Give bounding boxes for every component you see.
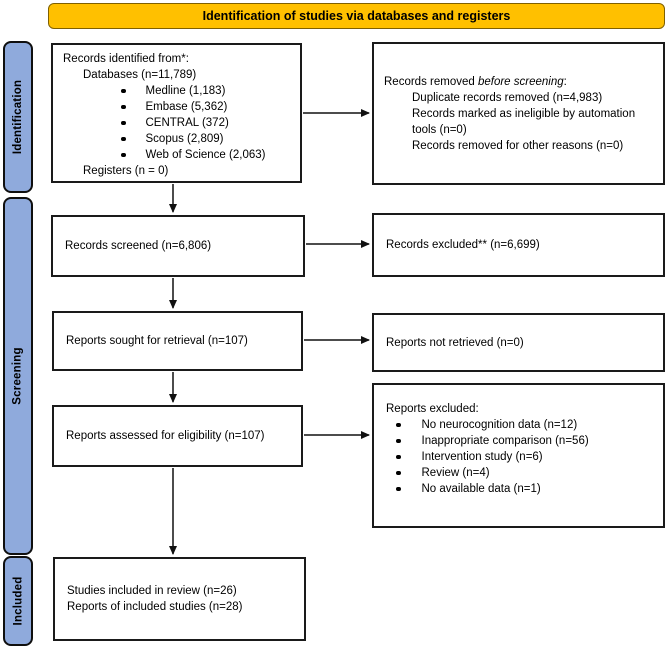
removed-heading-suffix: : (563, 75, 567, 88)
list-item: No neurocognition data (n=12) (386, 417, 657, 433)
excluded-no-neurocognition: No neurocognition data (n=12) (421, 419, 578, 431)
database-embase: Embase (5,362) (145, 101, 228, 113)
reports-assessed-label: Reports assessed for eligibility (n=107) (66, 430, 265, 442)
stage-label-included: Included (3, 556, 33, 646)
stage-label-screening: Screening (3, 197, 33, 555)
banner-label: Identification of studies via databases … (202, 9, 511, 23)
records-screened-label: Records screened (n=6,806) (65, 240, 212, 252)
stage-label-identification: Identification (3, 41, 33, 193)
database-medline: Medline (1,183) (145, 85, 226, 97)
excluded-review: Review (n=4) (421, 467, 490, 479)
removed-duplicates: Duplicate records removed (n=4,983) (412, 91, 603, 104)
box-reports-assessed: Reports assessed for eligibility (n=107) (52, 405, 303, 467)
reports-included-line: Reports of included studies (n=28) (67, 601, 243, 613)
box-reports-excluded: Reports excluded: No neurocognition data… (372, 383, 665, 528)
list-item: Inappropriate comparison (n=56) (386, 433, 657, 449)
bullet-icon (396, 422, 401, 428)
records-excluded-label: Records excluded** (n=6,699) (386, 239, 540, 251)
box-records-removed: Records removed before screening: Duplic… (372, 42, 665, 185)
stage-identification-text: Identification (12, 79, 25, 155)
database-central: CENTRAL (372) (145, 117, 229, 129)
bullet-icon (396, 470, 401, 476)
list-item: Embase (5,362) (63, 99, 296, 115)
list-item: Scopus (2,809) (63, 131, 296, 147)
list-item: Medline (1,183) (63, 83, 296, 99)
excluded-intervention-study: Intervention study (n=6) (421, 451, 543, 463)
box-reports-sought: Reports sought for retrieval (n=107) (52, 311, 303, 371)
stage-screening-text: Screening (12, 347, 24, 405)
excluded-inappropriate-comparison: Inappropriate comparison (n=56) (421, 435, 589, 447)
excluded-no-available-data: No available data (n=1) (421, 483, 541, 495)
list-item: Review (n=4) (386, 465, 657, 481)
box-records-screened: Records screened (n=6,806) (51, 215, 305, 277)
list-item: Web of Science (2,063) (63, 147, 296, 163)
bullet-icon (121, 120, 126, 126)
box-reports-not-retrieved: Reports not retrieved (n=0) (372, 313, 665, 372)
list-item: No available data (n=1) (386, 481, 657, 497)
removed-other-reasons: Records removed for other reasons (n=0) (412, 139, 624, 152)
studies-included-line: Studies included in review (n=26) (67, 585, 237, 597)
database-web-of-science: Web of Science (2,063) (145, 149, 266, 161)
records-identified-heading: Records identified from*: (63, 53, 189, 65)
databases-count: Databases (n=11,789) (83, 69, 197, 81)
list-item: Intervention study (n=6) (386, 449, 657, 465)
removed-automation: Records marked as ineligible by automati… (412, 107, 636, 136)
bullet-icon (121, 104, 126, 110)
removed-heading-prefix: Records removed (384, 75, 478, 88)
bullet-icon (121, 152, 126, 158)
bullet-icon (121, 88, 126, 94)
list-item: CENTRAL (372) (63, 115, 296, 131)
box-records-identified: Records identified from*: Databases (n=1… (51, 43, 302, 183)
registers-count: Registers (n = 0) (83, 165, 169, 177)
database-scopus: Scopus (2,809) (145, 133, 224, 145)
bullet-icon (396, 486, 401, 492)
box-studies-included: Studies included in review (n=26) Report… (53, 557, 306, 641)
reports-not-retrieved-label: Reports not retrieved (n=0) (386, 336, 524, 349)
reports-excluded-heading: Reports excluded: (386, 403, 479, 415)
records-removed-heading: Records removed before screening: (384, 74, 655, 90)
reports-sought-label: Reports sought for retrieval (n=107) (66, 335, 248, 347)
banner-databases-registers: Identification of studies via databases … (48, 3, 665, 29)
box-records-excluded: Records excluded** (n=6,699) (372, 213, 665, 277)
bullet-icon (396, 438, 401, 444)
stage-included-text: Included (12, 576, 25, 626)
bullet-icon (396, 454, 401, 460)
bullet-icon (121, 136, 126, 142)
removed-heading-italic: before screening (477, 75, 564, 88)
